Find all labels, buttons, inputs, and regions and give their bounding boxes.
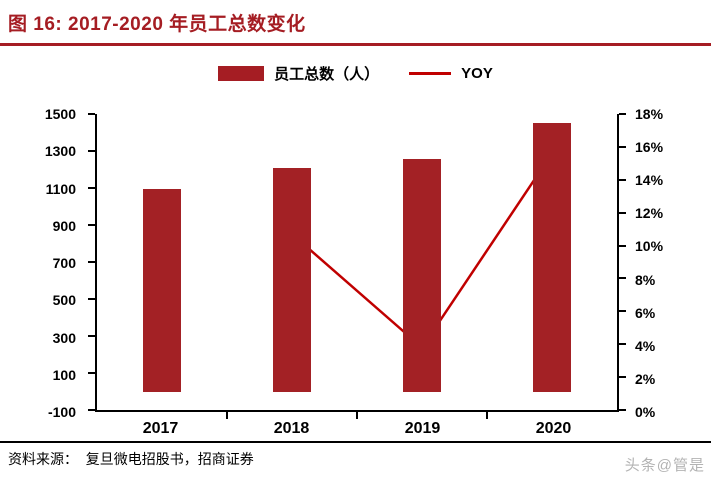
plot-area <box>88 113 626 419</box>
y-tick-label: 18% <box>635 106 664 122</box>
bar-2018 <box>273 167 311 392</box>
y-tick-label: 300 <box>52 329 76 346</box>
axis-tick-mark <box>619 409 626 411</box>
bar-2019 <box>403 159 441 392</box>
y-tick-label: 14% <box>635 172 664 189</box>
y-tick-label: 12% <box>635 205 664 222</box>
y-tick-label: 4% <box>635 337 656 354</box>
y-tick-label: 1500 <box>44 106 76 122</box>
x-axis-label-2017: 2017 <box>142 420 179 437</box>
axis-tick-mark <box>619 145 626 148</box>
x-axis-label-2019: 2019 <box>404 420 441 437</box>
y-tick-label: 8% <box>635 271 656 288</box>
x-axis-label-2018: 2018 <box>273 420 310 437</box>
axis-tick-mark <box>619 244 626 247</box>
axis-tick-mark <box>88 150 95 152</box>
axis-tick-mark <box>619 211 626 214</box>
y-tick-label: 500 <box>52 292 76 309</box>
y-tick-label: -100 <box>47 404 76 420</box>
axis-tick-mark <box>88 372 95 374</box>
axis-tick-mark <box>619 310 626 313</box>
line-series-label: YOY <box>461 65 493 82</box>
y-tick-label: 1300 <box>44 143 76 160</box>
x-axis-tick-mark <box>226 412 228 419</box>
y-tick-label: 100 <box>52 366 76 383</box>
title-underline <box>0 43 711 46</box>
axis-tick-mark <box>619 343 626 346</box>
y-tick-label: 6% <box>635 304 656 321</box>
chart: 1500 1300 1100 900 700 500 300 100 -100 18% 16% 14… <box>0 106 711 420</box>
x-axis-tick-mark <box>356 412 358 419</box>
source-divider <box>0 441 711 443</box>
x-axis-label-2020: 2020 <box>535 420 572 437</box>
watermark: 头条@管是 <box>624 457 705 474</box>
y-tick-label: 16% <box>635 139 664 156</box>
axis-tick-mark <box>619 376 626 379</box>
axis-tick-mark <box>619 113 626 115</box>
y-tick-label: 2% <box>635 370 656 387</box>
y-tick-label: 10% <box>635 238 664 255</box>
x-axis-tick-mark <box>486 412 488 419</box>
axis-tick-mark <box>88 261 95 263</box>
y-tick-label: 0% <box>635 404 656 420</box>
axis-tick-mark <box>88 335 95 337</box>
axis-tick-mark <box>88 113 95 115</box>
source-note: 资料来源： 复旦微电招股书，招商证券 <box>8 451 254 467</box>
bar-series-swatch <box>218 66 265 81</box>
line-series-swatch <box>409 72 452 75</box>
y-tick-label: 900 <box>52 217 76 234</box>
bar-2017 <box>143 189 181 392</box>
axis-tick-mark <box>88 224 95 226</box>
axis-tick-mark <box>619 178 626 181</box>
bar-2020 <box>533 122 571 392</box>
y-tick-label: 700 <box>52 255 76 271</box>
axis-tick-mark <box>88 187 95 189</box>
axis-tick-mark <box>619 277 626 280</box>
chart-legend: 员工总数（人） YOY <box>0 63 711 84</box>
figure-title: 图 16: 2017-2020 年员工总数变化 <box>8 14 306 35</box>
left-axis-labels: 1500 1300 1100 900 700 500 300 100 -100 <box>0 106 88 420</box>
x-axis-labels: 2017 2018 2019 2020 <box>95 420 619 438</box>
bar-series-label: 员工总数（人） <box>274 66 380 83</box>
y-tick-label: 1100 <box>45 180 76 197</box>
right-axis-labels: 18% 16% 14% 12% 10% 8% 6% 4% 2% 0% <box>623 106 711 420</box>
axis-tick-mark <box>88 409 95 411</box>
axis-tick-mark <box>88 298 95 300</box>
